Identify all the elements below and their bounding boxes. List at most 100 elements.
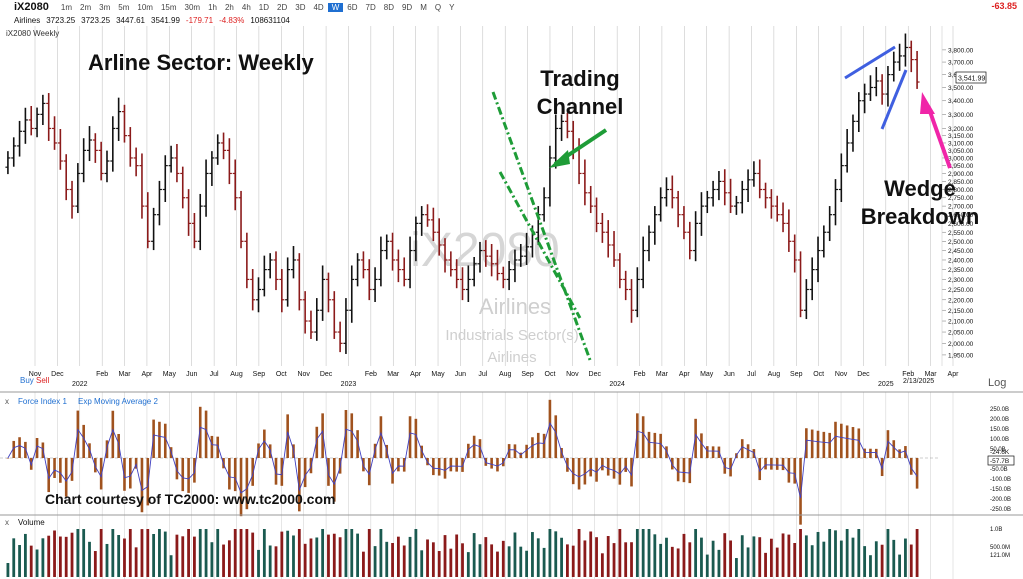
timeframe-2D[interactable]: 2D <box>277 3 288 12</box>
month-label: Mar <box>119 371 132 378</box>
volume-bar <box>210 542 214 577</box>
channel-arrowhead-icon <box>549 150 570 168</box>
volume-bar <box>787 534 791 577</box>
force-bar <box>344 410 348 458</box>
timeframe-3m[interactable]: 3m <box>99 3 111 12</box>
volume-bar <box>816 531 820 577</box>
timeframe-7D[interactable]: 7D <box>365 3 376 12</box>
timeframe-30m[interactable]: 30m <box>184 3 201 12</box>
volume-bar <box>705 554 709 577</box>
force-bar <box>53 458 56 478</box>
timeframe-Y[interactable]: Y <box>449 3 455 12</box>
volume-bar <box>70 532 74 577</box>
timeframe-8D[interactable]: 8D <box>383 3 394 12</box>
volume-close-icon[interactable]: x <box>5 518 9 527</box>
log-toggle[interactable]: Log <box>988 377 1006 389</box>
timeframe-2h[interactable]: 2h <box>224 3 234 12</box>
price-tick-label: 2,700.00 <box>948 204 974 211</box>
volume-bar <box>635 529 639 577</box>
chart-area[interactable]: 1,950.00 2,000.00 2,050.00 2,100.00 2,150.00… <box>0 26 1023 579</box>
force-bar <box>723 458 727 474</box>
month-label: Apr <box>679 371 691 378</box>
timeframe-4D[interactable]: 4D <box>313 3 324 12</box>
force-bar <box>618 458 622 485</box>
force-bar <box>857 428 861 458</box>
ema-label[interactable]: Exp Moving Average 2 <box>78 397 158 406</box>
force-bar <box>624 458 627 472</box>
volume-bar <box>863 546 867 577</box>
volume-bar <box>169 555 173 577</box>
price-tick-label: 2,900.00 <box>948 171 974 178</box>
volume-bar <box>239 529 243 577</box>
price-tick-label: 2,650.00 <box>948 212 974 219</box>
volume-bar <box>647 529 651 577</box>
force-bar <box>198 406 202 458</box>
timeframe-15m[interactable]: 15m <box>160 3 177 12</box>
chart-label[interactable]: iX2080 Weekly <box>6 29 59 38</box>
wedge-arrowhead-icon <box>920 92 935 114</box>
sell-button[interactable]: Sell <box>36 376 50 385</box>
timeframe-6D[interactable]: 6D <box>347 3 358 12</box>
volume-bar <box>274 546 278 577</box>
volume-bar <box>694 529 698 577</box>
volume-bar <box>262 529 266 577</box>
month-label: Oct <box>276 371 287 378</box>
force-bar <box>851 427 855 458</box>
timeframe-4h[interactable]: 4h <box>241 3 251 12</box>
force-bar <box>298 458 301 512</box>
buy-button[interactable]: Buy <box>20 376 34 385</box>
force-bar <box>461 458 464 472</box>
volume-bar <box>6 563 10 577</box>
price-tick-label: 3,100.00 <box>948 140 974 147</box>
force-tag-2: -24.6K <box>990 449 1010 456</box>
volume-label[interactable]: Volume <box>18 518 45 527</box>
timeframe-W[interactable]: W <box>327 3 344 12</box>
timeframe-2m[interactable]: 2m <box>80 3 92 12</box>
force-bar <box>332 458 336 502</box>
force-bar <box>513 444 517 458</box>
volume-bar <box>455 534 459 577</box>
timeframe-1D[interactable]: 1D <box>258 3 270 12</box>
force-bar <box>397 458 400 472</box>
price-tick-label: 2,500.00 <box>948 239 974 246</box>
force-tick-label: -250.0B <box>990 507 1011 513</box>
symbol-label[interactable]: iX2080 <box>14 1 49 13</box>
month-label: Feb <box>902 371 914 378</box>
volume-bar <box>624 542 628 577</box>
volume-bar <box>431 542 435 577</box>
timeframe-9D[interactable]: 9D <box>401 3 413 12</box>
force-index-label[interactable]: Force Index 1 <box>18 397 67 406</box>
timeframe-5m[interactable]: 5m <box>118 3 130 12</box>
force-close-icon[interactable]: x <box>5 397 9 406</box>
force-bar <box>496 458 499 472</box>
timeframe-1m[interactable]: 1m <box>60 3 72 12</box>
force-bar <box>834 421 837 458</box>
volume-bar <box>857 529 861 577</box>
timeframe-3D[interactable]: 3D <box>295 3 306 12</box>
force-bar <box>187 458 190 493</box>
volume-bar <box>898 554 902 577</box>
volume-bar <box>158 529 161 577</box>
timeframe-10m[interactable]: 10m <box>137 3 153 12</box>
volume-bar <box>41 538 45 577</box>
force-bar <box>507 444 511 458</box>
volume-bar <box>874 541 878 577</box>
volume-bar <box>653 534 657 577</box>
ohlc-series <box>5 33 920 354</box>
volume-bar <box>402 545 406 577</box>
month-label: Jul <box>478 371 487 378</box>
volume-axis: 1.0B 500.0M 121.0M <box>990 527 1010 559</box>
force-bar <box>134 458 138 469</box>
volume-bar <box>193 536 196 577</box>
timeframe-1h[interactable]: 1h <box>208 3 217 12</box>
quote-last: 3541.99 <box>151 15 180 25</box>
price-tick-label: 2,800.00 <box>948 187 974 194</box>
force-bar <box>76 410 80 458</box>
volume-bar <box>478 544 482 577</box>
force-bar <box>286 414 289 458</box>
month-label: Mar <box>387 371 400 378</box>
timeframe-M[interactable]: M <box>420 3 427 12</box>
force-bar <box>245 458 249 510</box>
force-bar <box>641 416 645 458</box>
timeframe-Q[interactable]: Q <box>434 3 442 12</box>
